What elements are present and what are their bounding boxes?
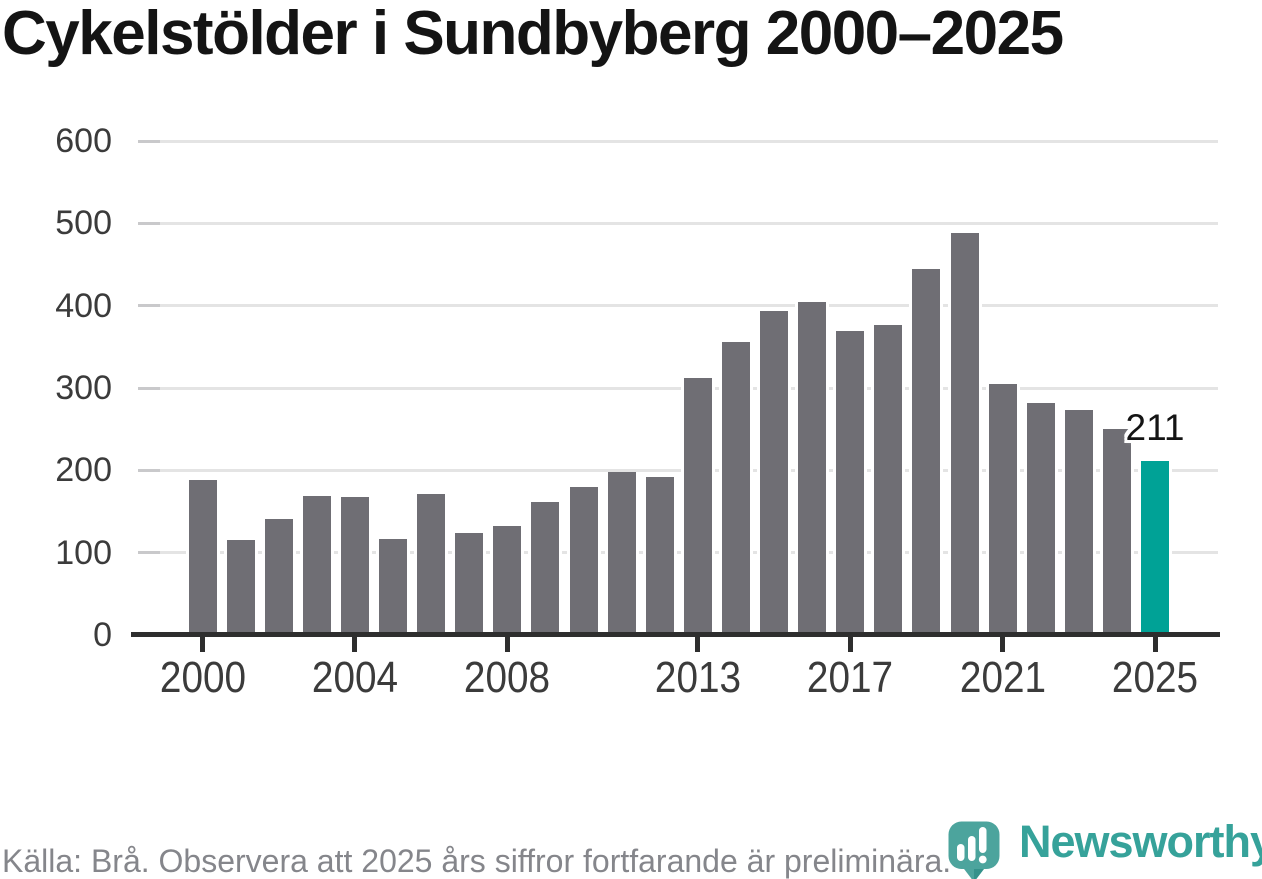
bar-2014 bbox=[718, 341, 753, 637]
x-tick-2004 bbox=[352, 636, 358, 652]
y-tick-300 bbox=[138, 386, 160, 390]
x-tick-2013 bbox=[695, 636, 701, 652]
logo-bar-short bbox=[957, 844, 965, 861]
gridline-500 bbox=[138, 221, 1218, 225]
bar-2006 bbox=[414, 494, 449, 637]
bar-2017 bbox=[833, 331, 868, 637]
y-tick-200 bbox=[138, 468, 160, 472]
bar-2009 bbox=[528, 502, 563, 637]
x-axis-label-2025: 2025 bbox=[1111, 653, 1199, 702]
gridline-100 bbox=[138, 551, 1218, 555]
bar-2005 bbox=[376, 538, 410, 637]
y-axis-label-100: 100 bbox=[55, 533, 112, 572]
y-axis-label-400: 400 bbox=[55, 286, 112, 325]
x-axis-label-2008: 2008 bbox=[464, 653, 551, 702]
bar-2004 bbox=[337, 496, 372, 637]
x-tick-2021 bbox=[1000, 636, 1006, 652]
bar-2024 bbox=[1099, 429, 1134, 637]
bar-2011 bbox=[604, 471, 639, 637]
y-tick-100 bbox=[138, 551, 160, 555]
y-axis-label-500: 500 bbox=[55, 204, 112, 243]
bar-2020 bbox=[947, 233, 982, 637]
bar-2022 bbox=[1023, 402, 1058, 637]
bar-2008 bbox=[490, 526, 525, 637]
bar-2003 bbox=[299, 495, 334, 637]
y-axis-label-0: 0 bbox=[93, 616, 112, 654]
highlight-value-label: 211 bbox=[1125, 407, 1185, 449]
gridline-300 bbox=[138, 386, 1218, 390]
y-axis-label-300: 300 bbox=[55, 369, 112, 407]
x-axis-label-2004: 2004 bbox=[311, 653, 398, 702]
bar-2015 bbox=[757, 310, 791, 637]
gridline-600 bbox=[138, 139, 1218, 143]
logo-exclamation-dot bbox=[978, 855, 987, 864]
newsworthy-logo-text: Newsworthy bbox=[1019, 816, 1262, 867]
bar-2021 bbox=[985, 383, 1020, 637]
x-axis-label-2021: 2021 bbox=[959, 653, 1046, 702]
bar-2019 bbox=[909, 268, 944, 637]
bar-2023 bbox=[1061, 410, 1096, 637]
x-tick-2008 bbox=[504, 636, 510, 652]
x-tick-2025 bbox=[1152, 636, 1158, 652]
bar-2002 bbox=[261, 518, 296, 637]
bar-2016 bbox=[795, 302, 830, 637]
y-axis-label-600: 600 bbox=[55, 122, 112, 160]
y-tick-600 bbox=[138, 139, 160, 143]
logo-exclamation-bar bbox=[979, 827, 987, 853]
bar-2013 bbox=[680, 378, 715, 637]
x-axis-line bbox=[131, 632, 1220, 637]
bar-2012 bbox=[642, 476, 677, 637]
x-axis-label-2013: 2013 bbox=[654, 653, 741, 702]
bar-2007 bbox=[452, 532, 487, 637]
x-tick-2000 bbox=[200, 636, 205, 652]
x-axis-label-2017: 2017 bbox=[807, 653, 894, 702]
y-axis-label-200: 200 bbox=[55, 451, 112, 490]
bar-2018 bbox=[871, 324, 906, 637]
y-tick-400 bbox=[138, 304, 160, 308]
bar-2000 bbox=[185, 480, 220, 637]
x-axis-label-2000: 2000 bbox=[159, 653, 246, 702]
x-tick-2017 bbox=[847, 636, 853, 652]
gridline-400 bbox=[138, 304, 1218, 308]
newsworthy-logo-icon bbox=[948, 821, 1000, 879]
bar-2001 bbox=[223, 540, 258, 637]
bar-2025 bbox=[1138, 461, 1172, 637]
chart-title: Cykelstölder i Sundbyberg 2000–2025 bbox=[2, 0, 1064, 68]
source-note: Källa: Brå. Observera att 2025 års siffr… bbox=[2, 843, 952, 879]
logo-bar-tall bbox=[968, 836, 976, 861]
gridline-200 bbox=[138, 468, 1218, 472]
bar-2010 bbox=[566, 486, 601, 637]
y-tick-500 bbox=[138, 221, 160, 225]
